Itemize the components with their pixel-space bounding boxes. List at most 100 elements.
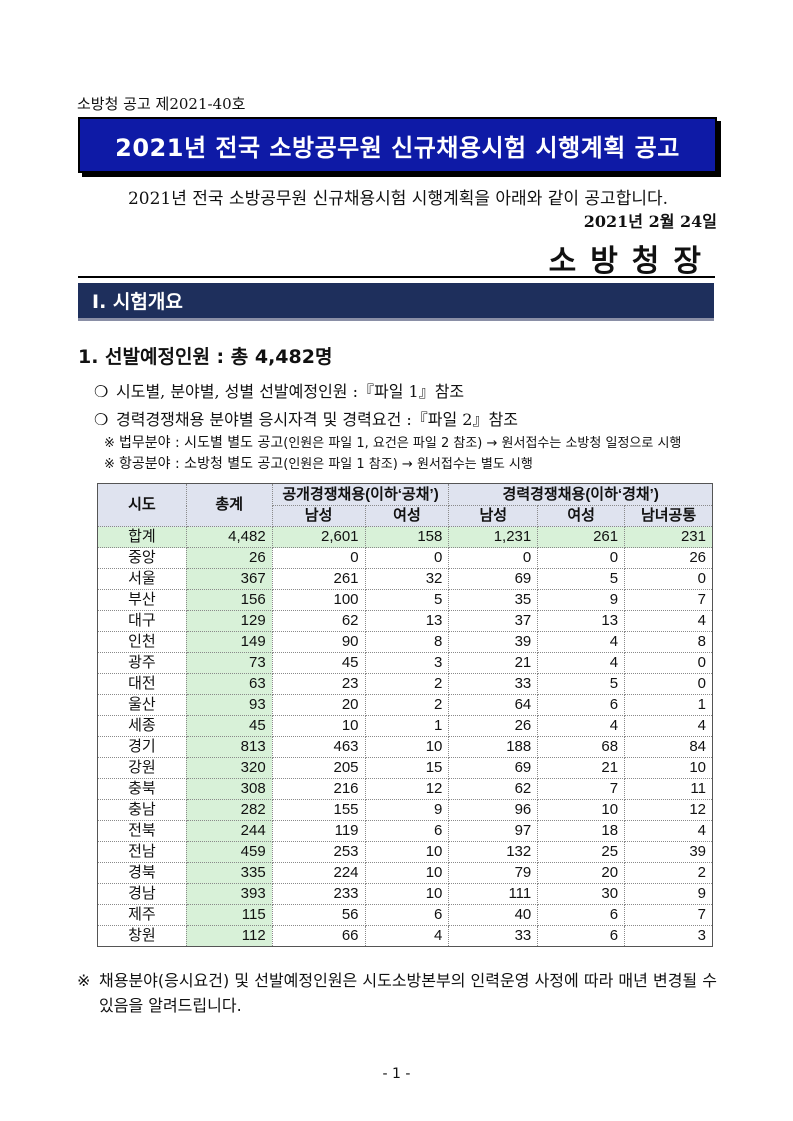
table-row-sum: 합계 4,482 2,601 158 1,231 261 231 <box>97 526 713 548</box>
note-main: 항공분야 : 소방청 별도 공고 <box>119 456 284 472</box>
intro-text: 2021년 전국 소방공무원 신규채용시험 시행계획을 아래와 같이 공고합니다… <box>127 189 669 209</box>
value-cell: 25 <box>537 841 626 863</box>
value-cell: 9 <box>537 589 626 611</box>
table-row: 충남 282 155 9 96 10 12 <box>97 799 713 821</box>
header-region: 시도 <box>97 483 187 527</box>
value-cell: 5 <box>537 568 626 590</box>
table-row: 부산 156 100 5 35 9 7 <box>97 589 713 611</box>
value-cell: 6 <box>537 904 626 926</box>
table-row: 경남 393 233 10 111 30 9 <box>97 883 713 905</box>
value-cell: 0 <box>624 673 713 695</box>
notice-date: 2021년 2월 24일 <box>583 212 717 231</box>
value-cell: 21 <box>448 652 539 674</box>
value-cell: 10 <box>364 883 450 905</box>
note-detail: (인원은 파일 1, 요건은 파일 2 참조) → 원서접수는 소방청 일정으로… <box>283 436 682 451</box>
value-cell: 6 <box>364 820 450 842</box>
header-career-male: 남성 <box>448 505 539 527</box>
table-row: 제주 115 56 6 40 6 7 <box>97 904 713 926</box>
value-cell: 62 <box>271 610 366 632</box>
value-cell: 40 <box>448 904 539 926</box>
value-cell: 5 <box>537 673 626 695</box>
total-cell: 335 <box>185 862 273 884</box>
value-cell: 32 <box>364 568 450 590</box>
total-cell: 393 <box>185 883 273 905</box>
table-row: 서울 367 261 32 69 5 0 <box>97 568 713 590</box>
value-cell: 13 <box>364 610 450 632</box>
value-cell: 39 <box>624 841 713 863</box>
region-cell: 전북 <box>97 820 187 842</box>
region-cell: 대구 <box>97 610 187 632</box>
value-cell: 231 <box>624 526 713 548</box>
header-open-female: 여성 <box>364 505 450 527</box>
value-cell: 56 <box>271 904 366 926</box>
total-cell: 320 <box>185 757 273 779</box>
value-cell: 3 <box>364 652 450 674</box>
recruitment-table: 시도 총계 공개경쟁채용(이하‘공채’) 경력경쟁채용(이하‘경채’) 남성 여… <box>97 483 713 947</box>
value-cell: 90 <box>271 631 366 653</box>
value-cell: 261 <box>537 526 626 548</box>
bullet-item: ❍ 시도별, 분야별, 성별 선발예정인원 :『파일 1』참조 <box>94 378 464 402</box>
value-cell: 0 <box>448 547 539 569</box>
value-cell: 0 <box>364 547 450 569</box>
table-row: 전남 459 253 10 132 25 39 <box>97 841 713 863</box>
value-cell: 18 <box>537 820 626 842</box>
value-cell: 2 <box>624 862 713 884</box>
value-cell: 45 <box>271 652 366 674</box>
region-cell: 인천 <box>97 631 187 653</box>
value-cell: 2 <box>364 694 450 716</box>
bullet-text: 경력경쟁채용 분야별 응시자격 및 경력요건 :『파일 2』참조 <box>116 410 518 429</box>
value-cell: 11 <box>624 778 713 800</box>
value-cell: 1 <box>364 715 450 737</box>
value-cell: 4 <box>537 631 626 653</box>
value-cell: 10 <box>624 757 713 779</box>
value-cell: 64 <box>448 694 539 716</box>
value-cell: 2 <box>364 673 450 695</box>
notice-number: 소방청 공고 제2021-40호 <box>77 95 246 113</box>
note-item: ※ 법무분야 : 시도별 별도 공고(인원은 파일 1, 요건은 파일 2 참조… <box>104 432 681 452</box>
table-row: 충북 308 216 12 62 7 11 <box>97 778 713 800</box>
value-cell: 23 <box>271 673 366 695</box>
value-cell: 253 <box>271 841 366 863</box>
header-total: 총계 <box>185 483 273 527</box>
table-row: 대구 129 62 13 37 13 4 <box>97 610 713 632</box>
region-cell: 울산 <box>97 694 187 716</box>
footnote-text: 채용분야(응시요건) 및 선발예정인원은 시도소방본부의 인력운영 사정에 따라… <box>99 971 717 1015</box>
value-cell: 8 <box>364 631 450 653</box>
value-cell: 7 <box>624 589 713 611</box>
table-body: 합계 4,482 2,601 158 1,231 261 231 중앙 26 0 0 0 0 26 서울 36… <box>97 526 713 947</box>
total-cell: 813 <box>185 736 273 758</box>
value-cell: 79 <box>448 862 539 884</box>
value-cell: 10 <box>364 841 450 863</box>
value-cell: 205 <box>271 757 366 779</box>
value-cell: 1,231 <box>448 526 539 548</box>
value-cell: 12 <box>364 778 450 800</box>
note-mark: ※ <box>104 436 115 451</box>
value-cell: 13 <box>537 610 626 632</box>
value-cell: 26 <box>448 715 539 737</box>
value-cell: 188 <box>448 736 539 758</box>
value-cell: 8 <box>624 631 713 653</box>
bullet-item: ❍ 경력경쟁채용 분야별 응시자격 및 경력요건 :『파일 2』참조 <box>94 406 518 430</box>
value-cell: 20 <box>537 862 626 884</box>
region-cell: 중앙 <box>97 547 187 569</box>
value-cell: 96 <box>448 799 539 821</box>
total-cell: 73 <box>185 652 273 674</box>
value-cell: 233 <box>271 883 366 905</box>
value-cell: 6 <box>537 694 626 716</box>
value-cell: 155 <box>271 799 366 821</box>
table-row: 울산 93 20 2 64 6 1 <box>97 694 713 716</box>
region-cell: 제주 <box>97 904 187 926</box>
value-cell: 35 <box>448 589 539 611</box>
value-cell: 158 <box>364 526 450 548</box>
footnote: ※ 채용분야(응시요건) 및 선발예정인원은 시도소방본부의 인력운영 사정에 … <box>77 968 717 1018</box>
header-career-female: 여성 <box>537 505 626 527</box>
value-cell: 4 <box>537 715 626 737</box>
value-cell: 132 <box>448 841 539 863</box>
document-title: 2021년 전국 소방공무원 신규채용시험 시행계획 공고 <box>78 117 717 173</box>
table-row: 경기 813 463 10 188 68 84 <box>97 736 713 758</box>
value-cell: 97 <box>448 820 539 842</box>
value-cell: 111 <box>448 883 539 905</box>
signer: 소방청장 <box>548 244 715 279</box>
value-cell: 4 <box>624 715 713 737</box>
header-career-both: 남녀공통 <box>624 505 713 527</box>
